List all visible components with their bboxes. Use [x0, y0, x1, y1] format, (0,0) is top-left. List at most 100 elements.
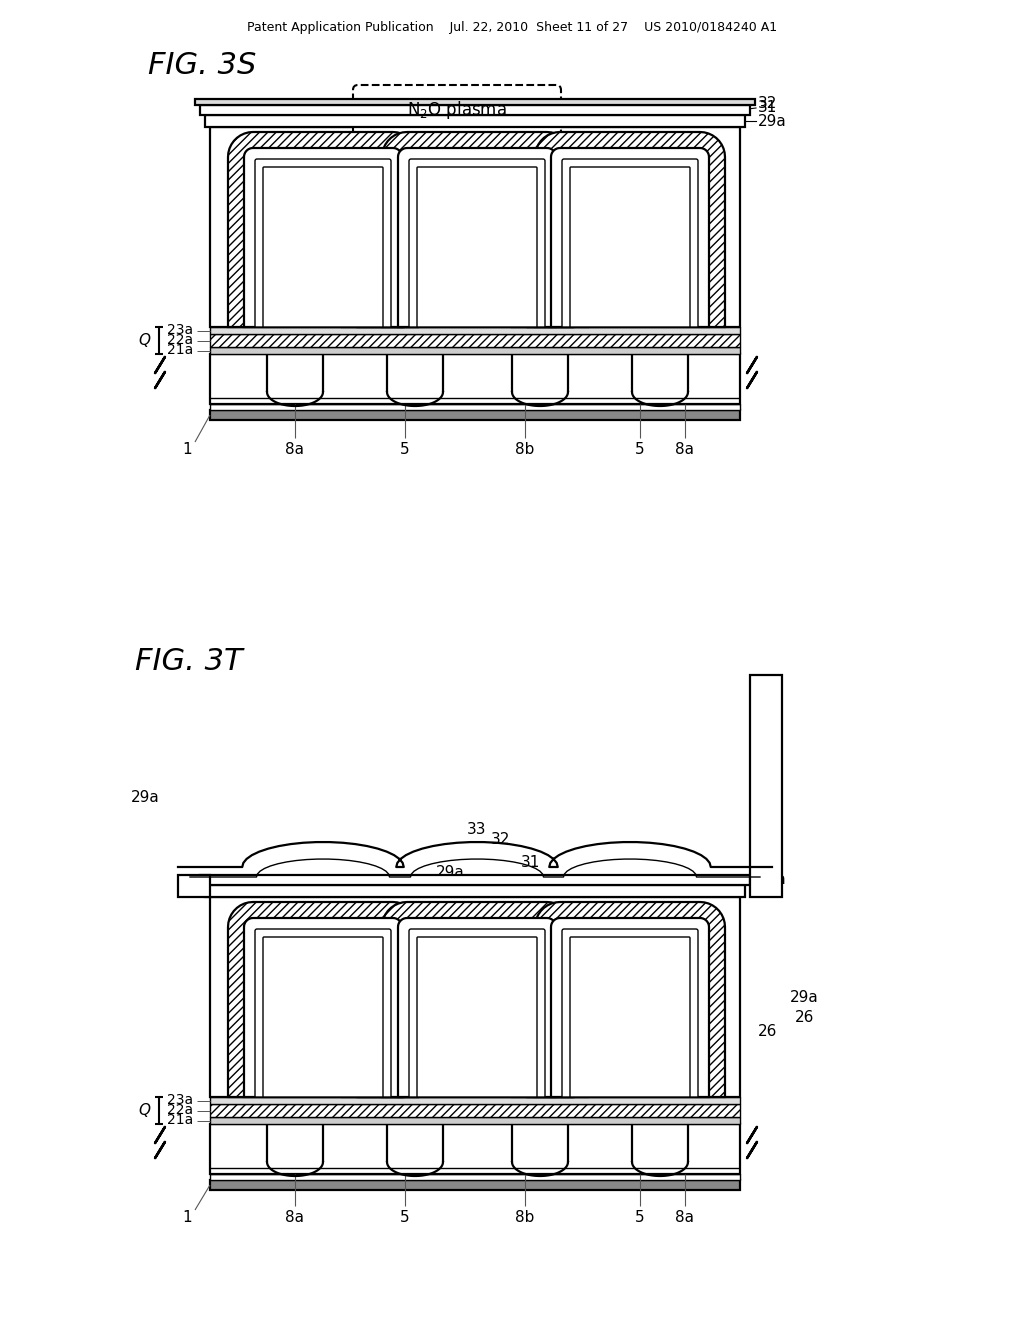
Text: 5: 5 — [400, 1210, 410, 1225]
Text: Q: Q — [138, 1104, 150, 1118]
Bar — [210, 127, 740, 327]
Bar — [342, 272, 418, 327]
Text: 21a: 21a — [167, 343, 194, 358]
Text: 1: 1 — [182, 1210, 193, 1225]
Bar — [516, 246, 584, 252]
Polygon shape — [551, 148, 709, 327]
Polygon shape — [228, 132, 418, 327]
Text: N$_2$O plasma: N$_2$O plasma — [408, 99, 507, 121]
Polygon shape — [382, 132, 572, 327]
Polygon shape — [535, 902, 725, 1097]
Polygon shape — [263, 168, 383, 327]
Text: 8a: 8a — [286, 442, 304, 458]
Text: 8b: 8b — [515, 442, 535, 458]
Polygon shape — [244, 917, 402, 1097]
Polygon shape — [263, 937, 383, 1097]
Bar — [195, 99, 755, 106]
Text: 31: 31 — [758, 100, 777, 116]
Bar — [210, 1173, 740, 1180]
Bar — [346, 1022, 414, 1035]
Bar — [750, 675, 782, 898]
Polygon shape — [255, 158, 391, 327]
Bar — [210, 898, 740, 1097]
Text: Q: Q — [138, 333, 150, 348]
Bar — [210, 411, 740, 420]
Bar — [356, 272, 404, 327]
Text: 29a: 29a — [435, 865, 464, 880]
Bar — [210, 347, 740, 354]
Bar — [516, 1015, 584, 1022]
Bar — [346, 246, 414, 252]
Text: 31: 31 — [520, 855, 540, 870]
Bar — [512, 272, 588, 327]
Text: 1: 1 — [182, 442, 193, 458]
Bar — [346, 1015, 414, 1022]
Text: 23a: 23a — [167, 323, 194, 338]
Polygon shape — [409, 158, 545, 327]
Bar — [346, 252, 414, 265]
Text: 29a: 29a — [790, 990, 819, 1005]
Polygon shape — [244, 148, 402, 327]
Text: 31: 31 — [758, 880, 777, 895]
Bar — [210, 1125, 740, 1173]
Polygon shape — [535, 132, 725, 327]
Bar — [178, 875, 210, 898]
Bar — [210, 404, 740, 411]
Polygon shape — [562, 929, 698, 1097]
Polygon shape — [398, 148, 556, 327]
Polygon shape — [417, 937, 537, 1097]
Polygon shape — [398, 917, 556, 1097]
Bar — [356, 1041, 404, 1097]
Text: 33: 33 — [467, 822, 486, 837]
Text: Patent Application Publication    Jul. 22, 2010  Sheet 11 of 27    US 2010/01842: Patent Application Publication Jul. 22, … — [247, 21, 777, 33]
Text: 23a: 23a — [167, 1093, 194, 1107]
Text: 8a: 8a — [676, 1210, 694, 1225]
Bar — [210, 1097, 740, 1104]
Bar — [200, 106, 750, 115]
Text: 8a: 8a — [676, 442, 694, 458]
Bar — [346, 1035, 414, 1041]
Bar — [205, 884, 745, 898]
Polygon shape — [551, 917, 709, 1097]
Text: 32: 32 — [686, 160, 706, 174]
Polygon shape — [228, 902, 418, 1097]
FancyBboxPatch shape — [353, 84, 561, 135]
Bar — [516, 1035, 584, 1041]
Text: 5: 5 — [635, 442, 645, 458]
Bar — [526, 1041, 574, 1097]
Text: 32: 32 — [758, 95, 777, 111]
Polygon shape — [382, 902, 572, 1097]
Polygon shape — [570, 937, 690, 1097]
Text: 29a: 29a — [758, 114, 786, 128]
Bar — [210, 1117, 740, 1125]
Text: 8b: 8b — [515, 1210, 535, 1225]
Text: 26: 26 — [795, 1010, 814, 1024]
Text: 29a: 29a — [758, 873, 786, 887]
Bar — [346, 265, 414, 272]
Text: 22a: 22a — [167, 1104, 194, 1118]
Bar — [512, 1041, 588, 1097]
Bar — [516, 1022, 584, 1035]
Bar — [210, 1104, 740, 1117]
Bar — [516, 265, 584, 272]
Polygon shape — [562, 158, 698, 327]
Bar — [210, 334, 740, 347]
Text: 32: 32 — [490, 832, 510, 847]
Text: FIG. 3T: FIG. 3T — [135, 648, 243, 676]
Bar — [210, 327, 740, 334]
Text: 8a: 8a — [286, 1210, 304, 1225]
Text: 5: 5 — [400, 442, 410, 458]
Text: 5: 5 — [635, 1210, 645, 1225]
Text: FIG. 3S: FIG. 3S — [148, 50, 256, 79]
Bar — [526, 272, 574, 327]
Bar — [342, 1041, 418, 1097]
Bar — [210, 1180, 740, 1191]
Polygon shape — [570, 168, 690, 327]
Bar — [210, 354, 740, 404]
Text: 22a: 22a — [167, 334, 194, 347]
Bar — [516, 252, 584, 265]
Polygon shape — [417, 168, 537, 327]
Bar — [200, 875, 750, 884]
Text: 26: 26 — [758, 1023, 777, 1039]
Polygon shape — [255, 929, 391, 1097]
